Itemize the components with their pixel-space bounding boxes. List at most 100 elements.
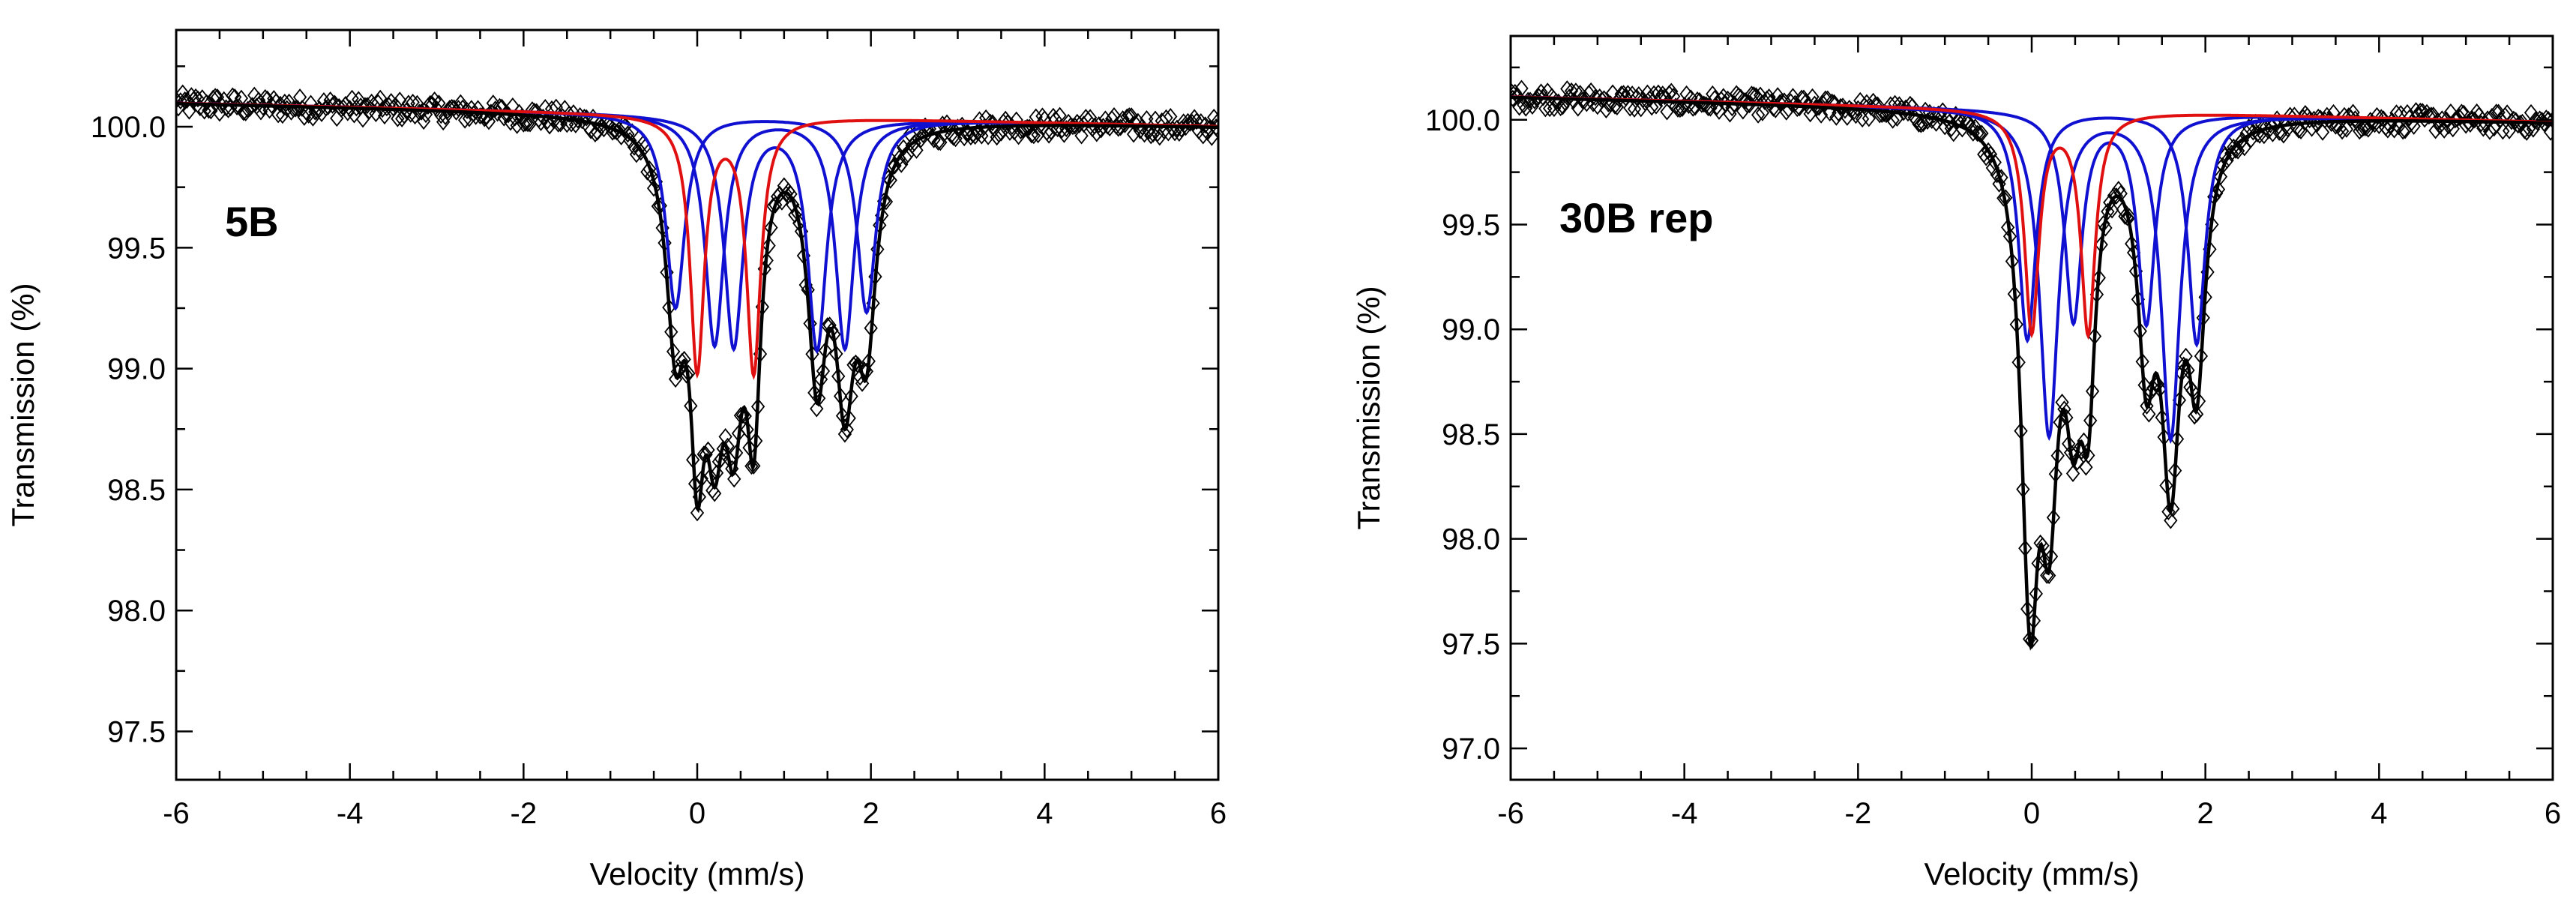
data-point	[2335, 122, 2350, 140]
data-point	[2305, 119, 2319, 137]
data-point	[2211, 181, 2226, 199]
data-point	[510, 116, 524, 134]
data-point	[464, 100, 478, 118]
doublet-curve-5	[176, 101, 1218, 380]
data-point	[481, 112, 496, 130]
data-point	[2055, 394, 2069, 411]
data-point	[747, 457, 761, 475]
data-point	[2344, 109, 2358, 127]
data-point	[1914, 115, 1928, 133]
data-point	[1814, 106, 1829, 124]
x-tick-label: -6	[163, 797, 190, 830]
data-point	[1670, 100, 1685, 118]
data-point	[1209, 118, 1218, 136]
data-point	[2191, 392, 2206, 410]
data-point	[2355, 120, 2369, 138]
data-point	[2521, 120, 2536, 138]
data-point	[1992, 175, 2006, 193]
data-point	[2142, 405, 2156, 423]
plot-area	[176, 84, 1218, 522]
data-point	[1142, 122, 1156, 140]
data-point	[2520, 123, 2534, 141]
panel-title: 30B rep	[1559, 194, 1713, 241]
data-point	[182, 102, 196, 120]
data-point	[304, 94, 318, 112]
data-point	[282, 93, 296, 111]
data-point	[1983, 145, 1998, 163]
data-point	[2107, 187, 2122, 205]
data-point	[571, 111, 585, 129]
data-point	[1963, 118, 1978, 136]
data-point	[457, 111, 472, 129]
data-point	[1751, 106, 1766, 124]
data-point	[2062, 435, 2076, 453]
total-fit-line	[176, 101, 1218, 514]
y-tick-label: 100.0	[91, 111, 166, 144]
data-point	[842, 409, 856, 427]
data-point	[714, 450, 729, 468]
chart-panel-30b-rep: -6 -4 -2 0 2 4 6 97.0 97.5 98.0 98.5 99.0 99.5 100.0 V…	[1351, 34, 2561, 892]
data-points	[1511, 79, 2553, 649]
y-axis-title: Transmission (%)	[1351, 286, 1386, 529]
data-point	[1849, 106, 1863, 124]
data-point	[1645, 98, 1659, 116]
data-point	[2407, 117, 2421, 135]
x-tick-label: -6	[1497, 797, 1524, 830]
data-point	[1560, 80, 1574, 97]
data-point	[2293, 122, 2308, 139]
data-point	[966, 126, 980, 144]
data-point	[677, 350, 691, 368]
x-tick-label: -4	[1671, 797, 1698, 830]
data-point	[2042, 567, 2056, 585]
data-point	[2496, 122, 2510, 140]
data-point	[690, 504, 705, 522]
data-point	[1172, 124, 1187, 142]
data-point	[520, 115, 535, 133]
data-point	[764, 219, 778, 237]
data-point	[534, 113, 548, 131]
x-tick-label: 2	[2197, 797, 2214, 830]
data-point	[427, 91, 442, 109]
data-point	[517, 115, 531, 133]
data-point	[202, 101, 216, 119]
data-point	[1074, 127, 1089, 145]
data-point	[1041, 126, 1056, 144]
data-point	[786, 196, 800, 214]
y-tick-label: 98.5	[1442, 418, 1500, 451]
data-points	[176, 84, 1218, 522]
panel-title: 5B	[225, 198, 279, 245]
data-point	[968, 127, 982, 145]
data-point	[1011, 127, 1026, 145]
y-tick-label: 97.0	[1442, 733, 1500, 766]
data-point	[271, 106, 286, 124]
data-point	[1532, 88, 1546, 106]
data-point	[621, 125, 635, 143]
data-point	[708, 484, 722, 502]
data-point	[199, 94, 214, 112]
data-point	[957, 129, 972, 147]
data-point	[1862, 109, 1876, 127]
data-point	[190, 90, 205, 108]
data-point	[1144, 127, 1158, 145]
data-point	[460, 102, 475, 120]
data-point	[1189, 112, 1204, 130]
data-point	[1799, 93, 1813, 111]
data-point	[2164, 511, 2178, 529]
data-point	[2465, 110, 2480, 128]
data-point	[1970, 124, 1984, 142]
x-tick-label: 6	[2545, 797, 2561, 830]
data-point	[1898, 99, 1913, 117]
x-tick-label: -2	[1845, 797, 1872, 830]
data-point	[1511, 82, 1518, 100]
data-point	[1886, 111, 1900, 129]
data-point	[245, 97, 259, 115]
data-point	[560, 115, 574, 133]
data-point	[992, 125, 1006, 143]
data-point	[1832, 104, 1846, 122]
data-point	[1092, 115, 1106, 133]
data-point	[373, 89, 388, 107]
data-point	[236, 103, 250, 121]
data-point	[2040, 566, 2054, 584]
data-point	[1031, 126, 1045, 144]
data-point	[646, 179, 661, 197]
